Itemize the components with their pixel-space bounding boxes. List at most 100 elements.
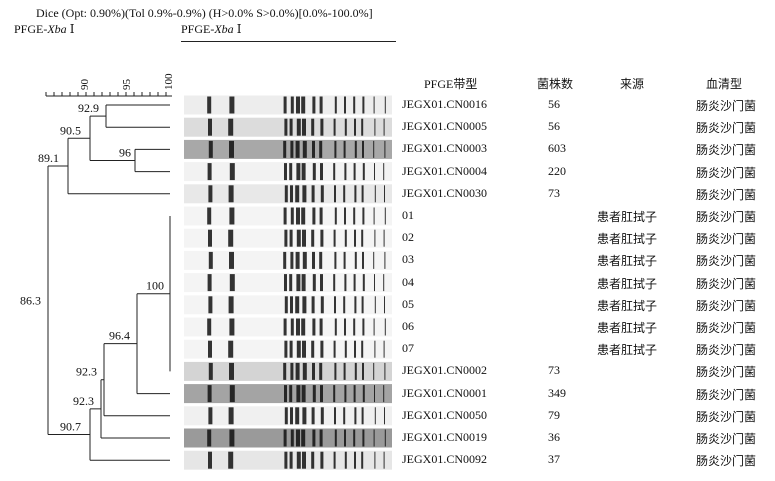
gel-band <box>302 118 306 136</box>
dendrogram-node-label: 86.3 <box>20 293 41 307</box>
gel-band <box>333 163 336 181</box>
gel-band <box>208 296 213 314</box>
gel-band <box>296 429 300 447</box>
gel-band <box>374 407 376 425</box>
gel-band <box>320 163 323 181</box>
gel-band <box>311 118 315 136</box>
gel-lane <box>184 139 392 159</box>
cell-count: 73 <box>548 363 560 378</box>
gel-band <box>296 207 300 225</box>
gel-band <box>361 229 364 247</box>
gel-band <box>295 185 300 203</box>
gel-band <box>207 207 212 225</box>
cell-pattern: JEGX01.CN0019 <box>402 430 488 444</box>
gel-band <box>343 251 346 269</box>
gel-lane <box>184 184 392 204</box>
gel-band <box>229 163 235 181</box>
gel-band <box>383 451 385 469</box>
gel-band <box>334 296 336 314</box>
gel-band <box>284 407 288 425</box>
gel-band <box>383 340 385 358</box>
gel-band <box>301 207 306 225</box>
gel-band <box>228 340 234 358</box>
gel-band <box>208 185 213 203</box>
cell-pattern: 06 <box>402 319 414 333</box>
cell-source: 患者肛拭子 <box>597 298 658 313</box>
dendrogram-node-label: 92.9 <box>78 101 99 115</box>
gel-band <box>383 385 385 403</box>
gel-band <box>296 96 300 114</box>
gel-lane <box>184 95 392 115</box>
gel-band <box>290 207 294 225</box>
gel-lane <box>184 361 392 381</box>
gel-band <box>290 251 294 269</box>
gel-band <box>289 340 293 358</box>
cell-pattern: 04 <box>402 274 414 289</box>
gel-band <box>353 274 356 292</box>
cell-source: 患者肛拭子 <box>597 232 658 247</box>
gel-band <box>229 251 234 269</box>
gel-band <box>384 185 385 203</box>
gel-band <box>283 251 287 269</box>
gel-band <box>312 96 316 114</box>
gel-band <box>343 362 346 380</box>
gel-band <box>361 296 364 314</box>
dendrogram-node-label: 100 <box>146 279 164 293</box>
gel-band <box>312 207 316 225</box>
gel-band <box>296 229 301 247</box>
gel-band <box>344 96 346 114</box>
cell-serotype: 肠炎沙门菌 <box>696 232 757 247</box>
cell-source: 患者肛拭子 <box>597 210 658 224</box>
cell-source: 患者肛拭子 <box>597 343 658 358</box>
gel-band <box>344 340 347 358</box>
cell-serotype: 肠炎沙门菌 <box>696 343 757 358</box>
gel-band <box>353 385 356 403</box>
gel-band <box>312 140 315 158</box>
gel-band <box>333 340 336 358</box>
gel-band <box>374 451 376 469</box>
dendrogram-header-label: PFGE-Xba Ⅰ <box>14 22 74 37</box>
gel-band <box>374 163 375 181</box>
gel-band <box>333 274 336 292</box>
gel-band <box>284 296 288 314</box>
gel-band <box>334 140 337 158</box>
gel-band <box>289 451 293 469</box>
gel-band <box>343 296 346 314</box>
cell-serotype: 肠炎沙门菌 <box>696 99 757 113</box>
cell-serotype: 肠炎沙门菌 <box>696 276 757 291</box>
gel-band <box>295 296 300 314</box>
gel-band <box>284 163 287 181</box>
gel-band <box>344 385 347 403</box>
gel-band <box>290 362 294 380</box>
gel-band <box>302 407 307 425</box>
gel-band <box>295 407 300 425</box>
gel-band <box>302 451 306 469</box>
gel-band <box>362 385 365 403</box>
cell-serotype: 肠炎沙门菌 <box>696 321 757 335</box>
gel-band <box>333 229 336 247</box>
gel-band <box>334 185 336 203</box>
gel-band <box>320 385 323 403</box>
gel-band <box>319 362 323 380</box>
gel-band <box>290 318 294 336</box>
gel-band <box>302 251 307 269</box>
dendrogram-node-label: 96 <box>119 146 131 160</box>
gel-band <box>290 296 293 314</box>
gel-band <box>284 340 288 358</box>
cell-pattern: JEGX01.CN0030 <box>402 185 488 200</box>
gel-band <box>333 451 336 469</box>
gel-band <box>284 451 288 469</box>
gel-band <box>320 229 324 247</box>
gel-band <box>344 318 346 336</box>
gel-band <box>354 407 357 425</box>
gel-band <box>312 429 316 447</box>
gel-band <box>228 407 234 425</box>
gel-band <box>302 140 307 158</box>
column-header-source: 来源 <box>620 77 645 91</box>
gel-band <box>373 362 375 380</box>
gel-band <box>320 185 324 203</box>
gel-band <box>283 318 287 336</box>
gel-band <box>296 451 301 469</box>
gel-band <box>229 318 235 336</box>
gel-band <box>353 318 356 336</box>
